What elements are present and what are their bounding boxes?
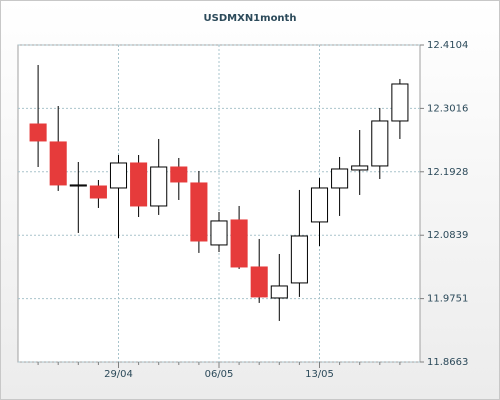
candle-body	[69, 184, 87, 187]
candle-body	[230, 219, 248, 268]
candle-body	[331, 168, 349, 189]
candle-body	[109, 162, 128, 189]
candle-body	[391, 83, 409, 122]
candle-body	[310, 187, 329, 223]
y-tick-label: 12.3016	[427, 103, 468, 114]
chart-title: USDMXN1month	[204, 13, 297, 24]
x-tick-label: 06/05	[205, 369, 234, 380]
x-tick-label: 29/04	[104, 369, 133, 380]
y-tick-label: 12.0839	[427, 230, 468, 241]
candle-body	[250, 266, 268, 298]
candle-body	[351, 165, 369, 171]
y-tick-label: 12.1928	[427, 167, 468, 178]
candle-body	[190, 182, 208, 242]
candle-body	[270, 285, 288, 299]
candle-body	[89, 185, 107, 199]
y-tick-label: 11.8663	[427, 357, 468, 368]
candle-body	[210, 220, 228, 246]
candle-body	[49, 141, 67, 186]
x-tick-label: 13/05	[305, 369, 334, 380]
candle-body	[290, 235, 308, 284]
candle-body	[371, 120, 389, 167]
candle-body	[130, 162, 148, 207]
y-tick-label: 12.4104	[427, 40, 468, 51]
candle-body	[150, 166, 168, 207]
y-tick-label: 11.9751	[427, 294, 468, 305]
candle-body	[170, 166, 188, 183]
candle-body	[29, 123, 47, 142]
